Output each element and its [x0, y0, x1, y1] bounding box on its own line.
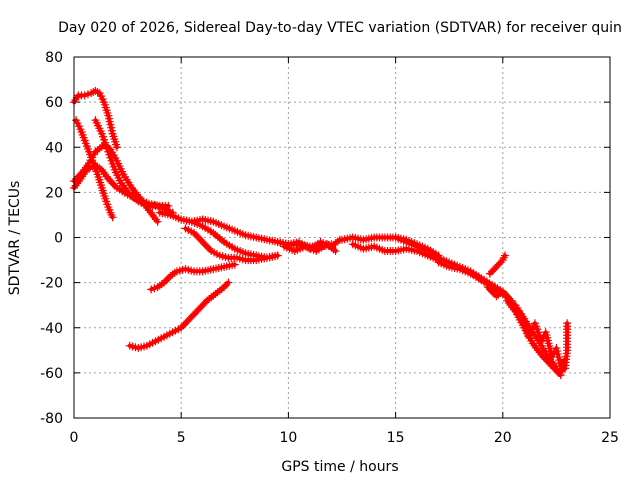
y-tick-label: -20 — [40, 276, 63, 292]
x-tick-label: 10 — [279, 430, 297, 446]
x-axis-label: GPS time / hours — [281, 459, 398, 475]
data-point-marker — [500, 251, 509, 260]
chart-title: Day 020 of 2026, Sidereal Day-to-day VTE… — [58, 20, 622, 36]
data-point-marker — [560, 355, 569, 364]
data-point-marker — [563, 319, 572, 328]
x-tick-label: 25 — [601, 430, 619, 446]
y-tick-label: 80 — [45, 50, 63, 66]
y-tick-label: 0 — [54, 231, 63, 247]
y-tick-label: 20 — [45, 185, 63, 201]
data-series-track-8 — [181, 224, 282, 265]
data-point-marker — [164, 201, 173, 210]
x-tick-label: 20 — [494, 430, 512, 446]
y-tick-label: -80 — [40, 411, 63, 427]
y-tick-label: -60 — [40, 366, 63, 382]
y-tick-label: 60 — [45, 95, 63, 111]
data-point-marker — [108, 213, 117, 222]
data-series-track-18 — [511, 301, 569, 371]
data-point-marker — [230, 260, 239, 269]
data-point-marker — [273, 251, 282, 260]
y-tick-label: 40 — [45, 140, 63, 156]
data-point-marker — [224, 278, 233, 287]
plot-area-border — [73, 56, 611, 419]
data-series-track-1 — [70, 86, 121, 152]
y-tick-label: -40 — [40, 321, 63, 337]
data-series-track-15 — [485, 251, 509, 278]
tick-labels: 0 5 10 15 20 25 -80 -60 -40 -20 0 20 40 60 80 — [40, 50, 619, 446]
data-point-marker — [112, 143, 121, 152]
data-series-track-20 — [125, 278, 233, 353]
data-point-marker — [331, 247, 340, 256]
data-series-group — [70, 86, 572, 380]
x-tick-label: 0 — [70, 430, 79, 446]
y-axis-label: SDTVAR / TECUs — [7, 181, 23, 296]
data-series-track-10 — [280, 240, 340, 256]
x-tick-label: 15 — [387, 430, 405, 446]
data-point-marker — [153, 217, 162, 226]
x-tick-label: 5 — [177, 430, 186, 446]
data-series-track-19 — [147, 260, 239, 294]
